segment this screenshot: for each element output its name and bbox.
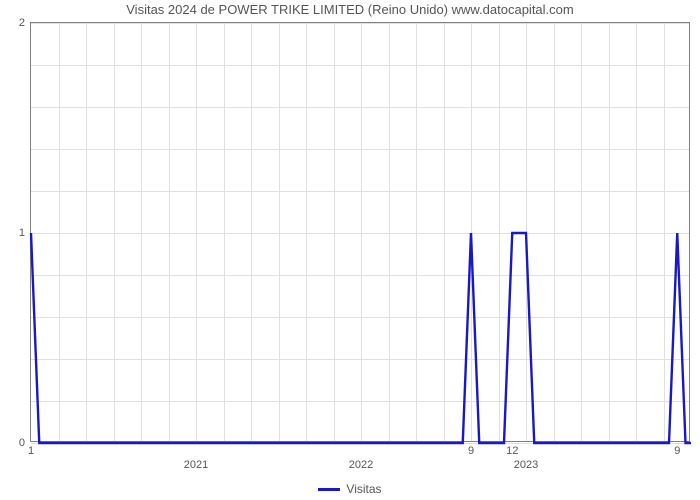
plot-area: 01219129202120222023 <box>30 22 690 442</box>
y-tick-label: 1 <box>19 227 25 239</box>
x-tick-label: 12 <box>506 445 518 457</box>
x-tick-year-label: 2021 <box>184 459 208 471</box>
y-tick-label: 0 <box>19 437 25 449</box>
series-line <box>31 23 691 443</box>
x-tick-label: 9 <box>468 445 474 457</box>
x-tick-year-label: 2023 <box>514 459 538 471</box>
legend-label: Visitas <box>346 482 381 496</box>
visitas-line <box>31 233 691 443</box>
chart-title: Visitas 2024 de POWER TRIKE LIMITED (Rei… <box>0 2 700 17</box>
y-tick-label: 2 <box>19 17 25 29</box>
legend-swatch <box>318 488 340 491</box>
x-tick-label: 9 <box>674 445 680 457</box>
x-tick-year-label: 2022 <box>349 459 373 471</box>
legend: Visitas <box>0 481 700 496</box>
chart-container: Visitas 2024 de POWER TRIKE LIMITED (Rei… <box>0 0 700 500</box>
x-tick-label: 1 <box>28 445 34 457</box>
